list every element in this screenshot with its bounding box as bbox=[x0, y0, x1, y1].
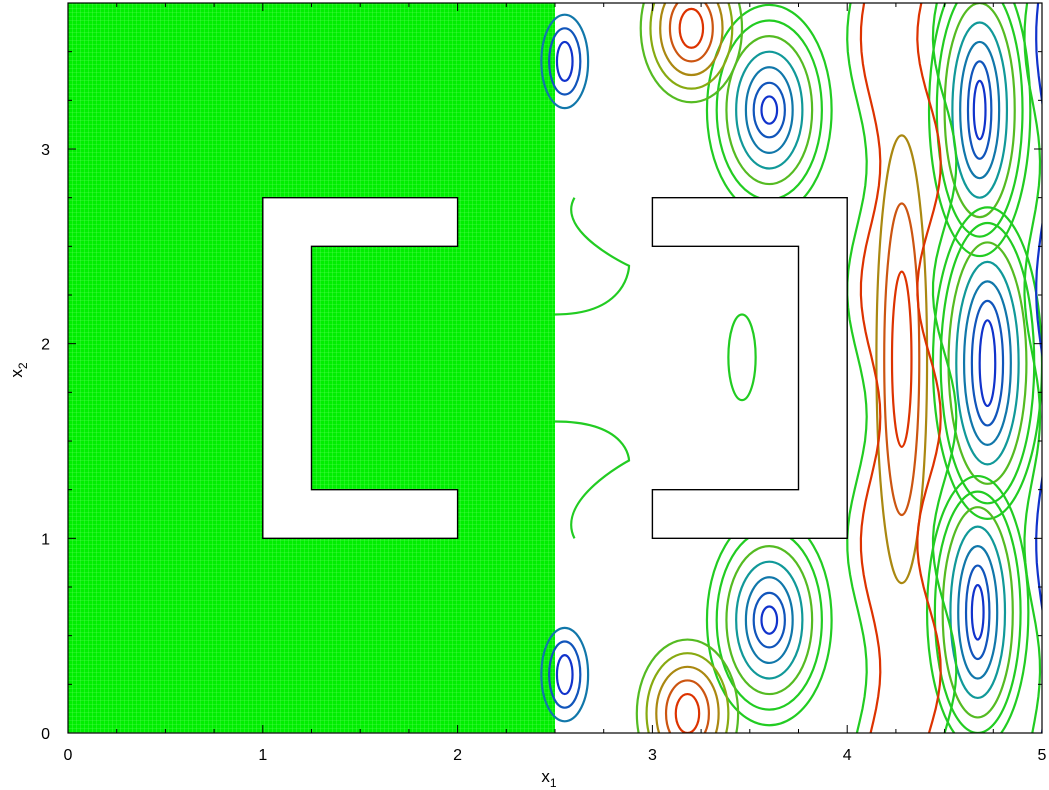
left-bracket bbox=[262, 196, 459, 539]
contour-line bbox=[951, 21, 1009, 199]
y-tick-label: 0 bbox=[41, 726, 50, 743]
contour-line bbox=[883, 202, 921, 517]
x-tick-label: 0 bbox=[64, 747, 73, 764]
contour-line bbox=[927, 3, 1032, 258]
contour-line bbox=[639, 3, 744, 104]
x-tick-label: 2 bbox=[453, 747, 462, 764]
contour-line bbox=[935, 3, 1024, 238]
x-axis-ticks: 0 1 2 3 4 5 bbox=[64, 3, 1047, 764]
contour-line bbox=[890, 270, 913, 448]
contour-line bbox=[735, 560, 804, 680]
plot-area bbox=[68, 3, 1042, 733]
contour-line bbox=[966, 60, 993, 160]
contour-line bbox=[725, 545, 814, 696]
contour-line bbox=[548, 27, 582, 96]
contour-line bbox=[962, 280, 1012, 446]
x-axis-label: x1 bbox=[541, 767, 557, 790]
y-axis-ticks: 0 1 2 3 bbox=[41, 2, 1042, 743]
contour-line bbox=[725, 34, 814, 186]
contour-line bbox=[645, 652, 730, 733]
contour-line bbox=[655, 665, 720, 733]
contour-line bbox=[548, 640, 582, 709]
contour-line bbox=[970, 299, 1005, 427]
contour-line bbox=[555, 654, 574, 696]
contour-line bbox=[678, 7, 705, 49]
contour-line bbox=[635, 638, 740, 733]
x-tick-label: 3 bbox=[648, 747, 657, 764]
contour-line bbox=[970, 583, 985, 641]
contour-line bbox=[744, 576, 794, 665]
y-tick-label: 2 bbox=[41, 337, 50, 354]
x-tick-label: 5 bbox=[1038, 747, 1047, 764]
contour-line bbox=[916, 3, 942, 733]
contour-line bbox=[664, 679, 710, 733]
contour-line bbox=[540, 626, 590, 723]
contour-line bbox=[949, 525, 1007, 700]
contour-line bbox=[554, 197, 631, 316]
contour-line bbox=[943, 3, 1016, 219]
contour-line bbox=[554, 420, 631, 539]
contour-line bbox=[846, 3, 868, 733]
contour-line bbox=[957, 545, 999, 680]
contour-line bbox=[668, 3, 714, 63]
contour-line bbox=[955, 260, 1020, 466]
contour-line bbox=[744, 66, 794, 154]
right-bracket bbox=[651, 196, 848, 539]
contour-line bbox=[875, 134, 929, 585]
x-tick-label: 4 bbox=[843, 747, 852, 764]
contour-line bbox=[540, 13, 590, 110]
y-tick-label: 3 bbox=[41, 142, 50, 159]
obstacles bbox=[262, 196, 848, 539]
contour-line bbox=[727, 313, 757, 402]
contour-line bbox=[978, 319, 997, 408]
contour-line bbox=[752, 81, 786, 139]
y-axis-label: x2 bbox=[7, 362, 30, 378]
contour-line bbox=[760, 95, 779, 125]
x-tick-label: 1 bbox=[258, 747, 267, 764]
y-tick-label: 1 bbox=[41, 531, 50, 548]
contour-line bbox=[760, 605, 779, 635]
contour-line bbox=[859, 3, 882, 733]
contour-line bbox=[735, 50, 804, 170]
contour-line bbox=[931, 3, 958, 733]
contour-line bbox=[972, 79, 987, 141]
contour-line bbox=[555, 40, 574, 82]
contour-line bbox=[752, 591, 786, 649]
contour-line bbox=[964, 564, 991, 661]
contour-line bbox=[1023, 3, 1042, 733]
contour-line bbox=[941, 506, 1014, 719]
contour-line bbox=[659, 3, 724, 77]
contour-line bbox=[925, 474, 1030, 733]
contour-line bbox=[959, 40, 1001, 180]
contour-line bbox=[947, 241, 1028, 485]
contour-line bbox=[649, 3, 734, 90]
